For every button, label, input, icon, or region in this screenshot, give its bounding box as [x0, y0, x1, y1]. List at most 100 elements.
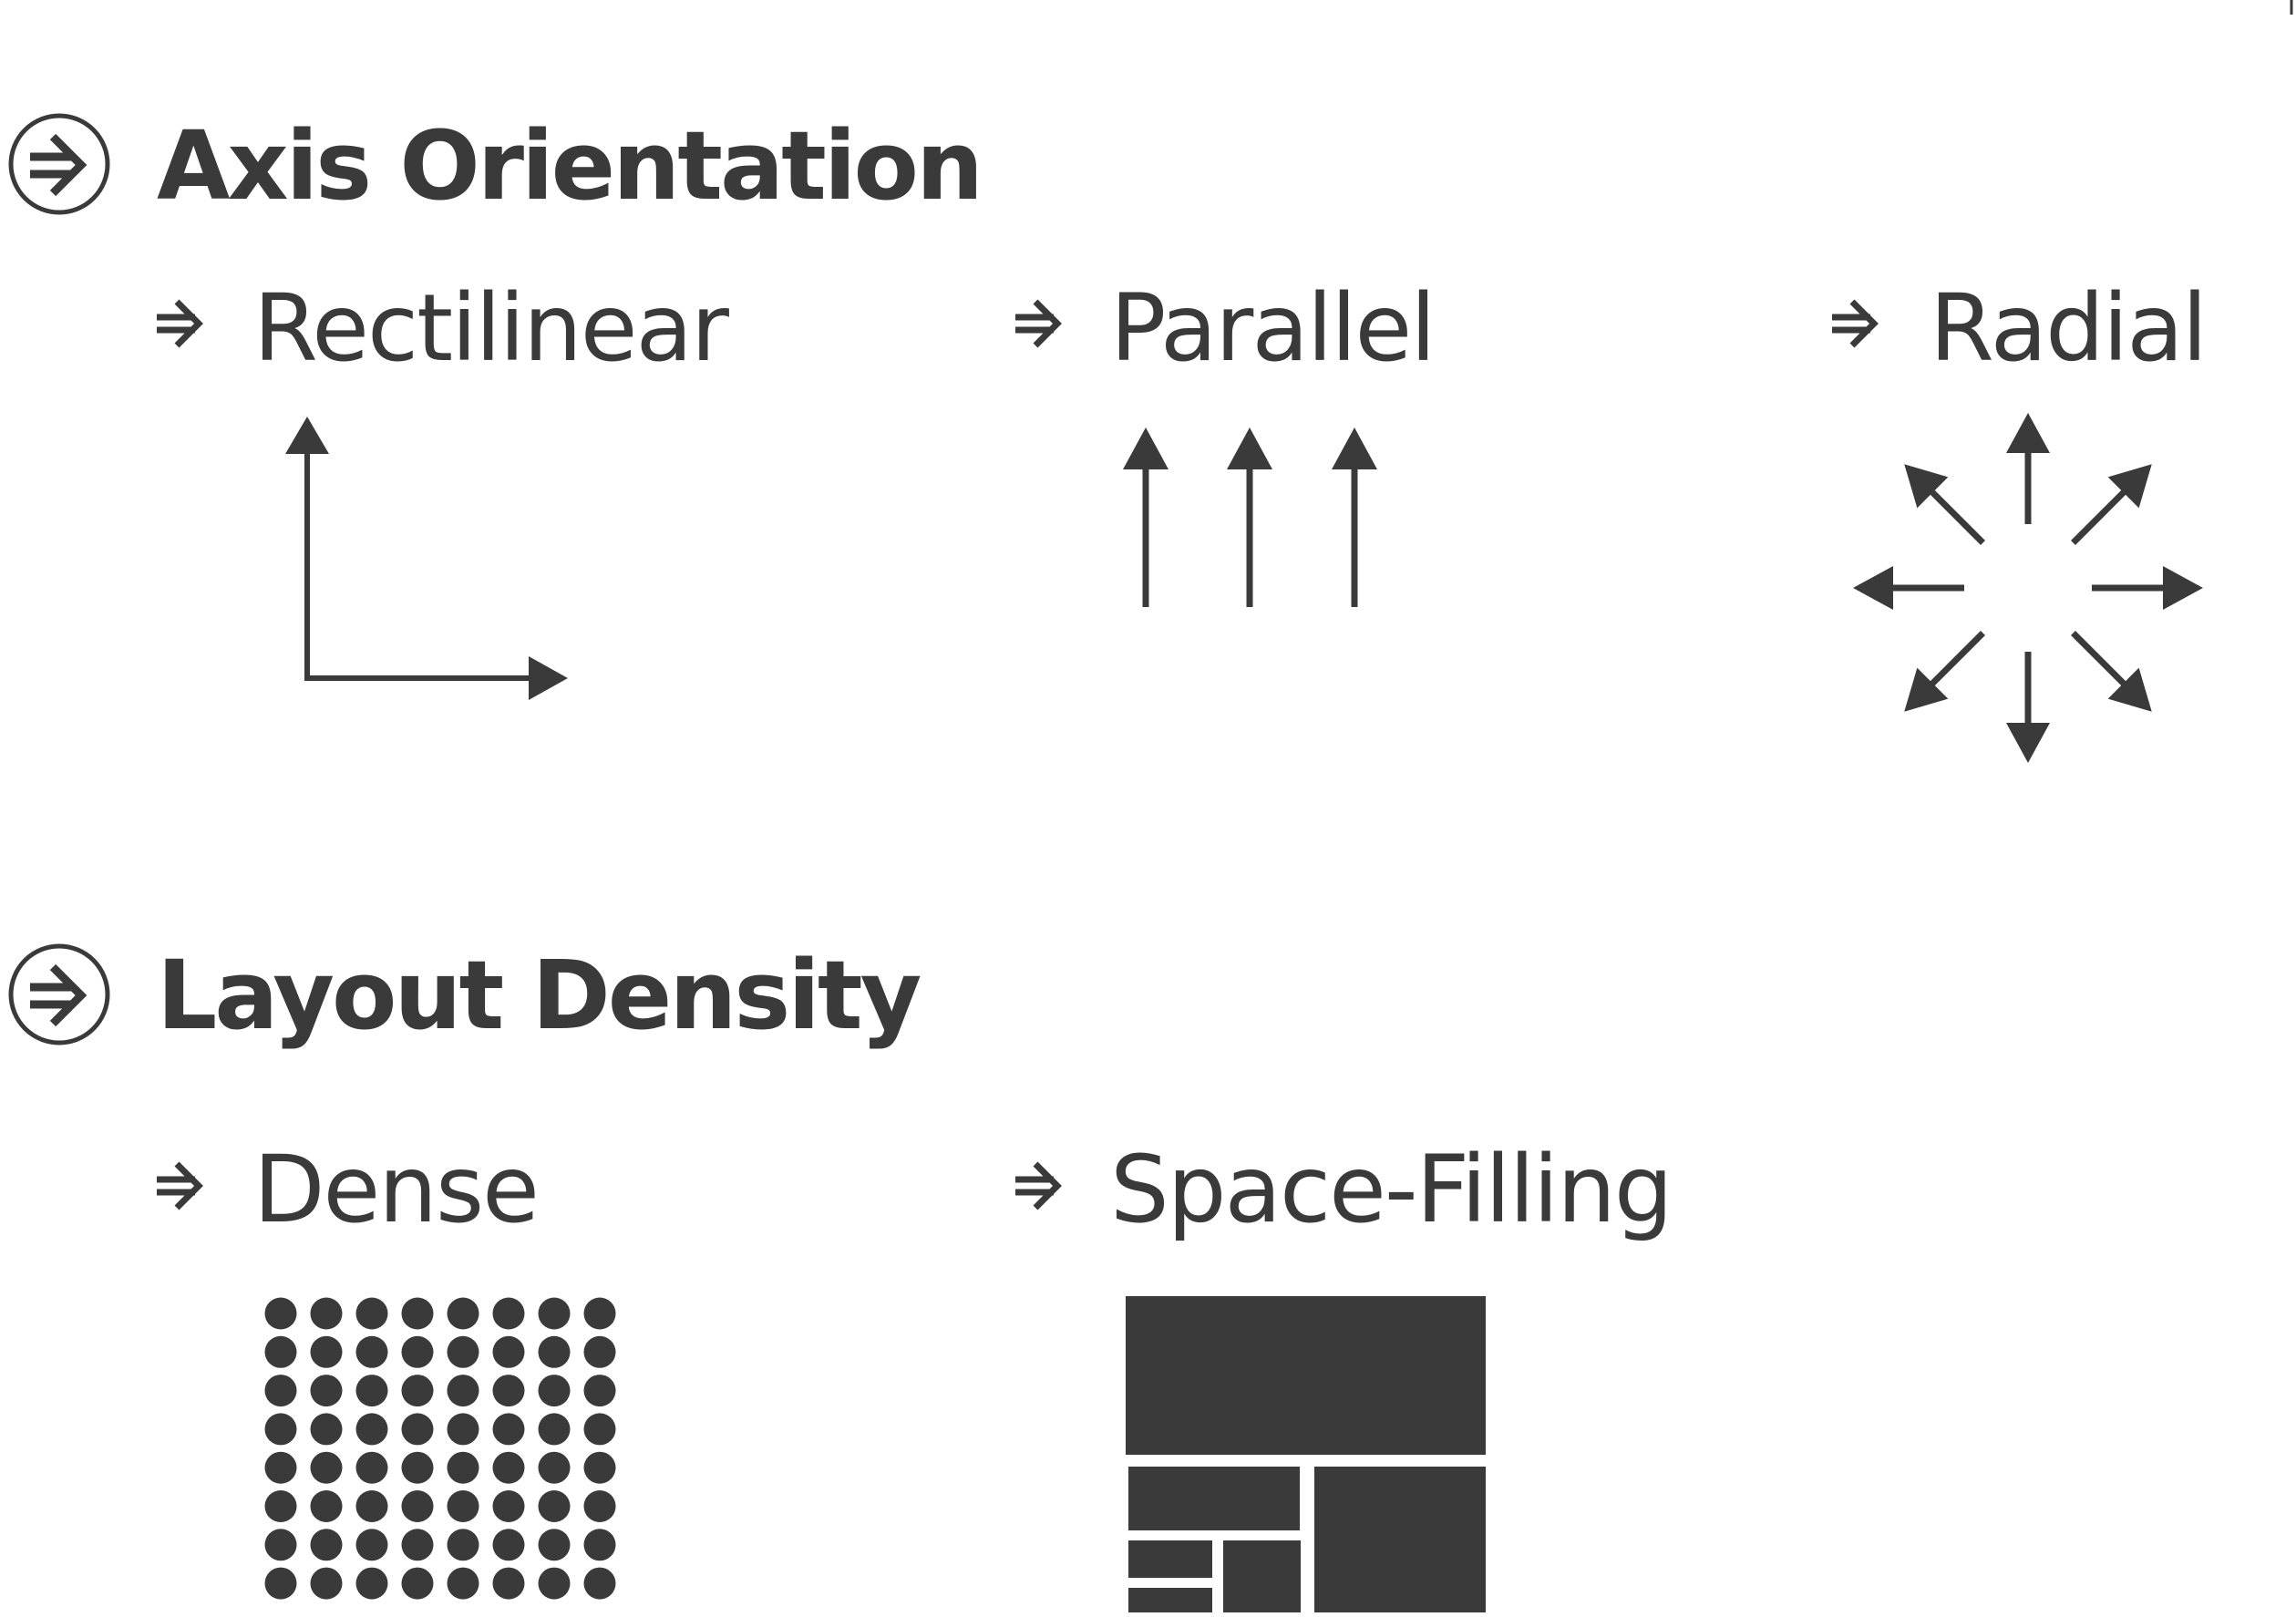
dense-dot [538, 1567, 571, 1600]
dense-dot [401, 1451, 434, 1484]
item-label-space-filling: Space-Filling [1110, 1136, 1673, 1244]
radial-axis-line [1929, 489, 1985, 545]
radial-axis-line [2071, 631, 2127, 687]
dense-dot [447, 1451, 479, 1484]
circled-arrow-icon [8, 113, 110, 215]
circled-arrow-icon [8, 943, 110, 1045]
dense-dot [264, 1413, 297, 1446]
item-label-dense: Dense [253, 1136, 540, 1244]
section-title-layout-density: Layout Density [157, 940, 921, 1051]
dense-dot [538, 1413, 571, 1446]
dense-dot [583, 1567, 616, 1600]
radial-axis-arrowhead [2006, 413, 2050, 453]
dense-dot [355, 1375, 388, 1407]
dense-dot [355, 1490, 388, 1522]
dot-grid-icon [264, 1297, 616, 1600]
treemap-cell [1128, 1588, 1212, 1612]
dense-dot [264, 1490, 297, 1522]
dense-dot [538, 1451, 571, 1484]
dense-dot [492, 1451, 525, 1484]
dense-dot [264, 1451, 297, 1484]
dense-dot [310, 1529, 343, 1561]
dense-dot [583, 1375, 616, 1407]
dense-dot [355, 1335, 388, 1368]
dense-dot [264, 1567, 297, 1600]
dense-dot [538, 1490, 571, 1522]
radial-axis-line [1929, 631, 1985, 687]
treemap-cell [1126, 1296, 1486, 1455]
dense-dot [264, 1335, 297, 1368]
dense-dot [447, 1490, 479, 1522]
dense-dot [492, 1490, 525, 1522]
dense-dot [492, 1375, 525, 1407]
arrow-right-icon [1015, 1161, 1062, 1210]
dense-dot [355, 1529, 388, 1561]
item-label-rectilinear: Rectilinear [253, 274, 729, 383]
dense-dot [264, 1529, 297, 1561]
dense-dot [492, 1529, 525, 1561]
dense-dot [401, 1567, 434, 1600]
dense-dot [583, 1297, 616, 1330]
dense-dot [310, 1490, 343, 1522]
dense-dot [401, 1375, 434, 1407]
dense-dot [310, 1413, 343, 1446]
dense-dot [538, 1335, 571, 1368]
dense-dot [447, 1567, 479, 1600]
dense-dot [492, 1335, 525, 1368]
dense-dot [447, 1375, 479, 1407]
dense-dot [538, 1529, 571, 1561]
treemap-icon [1126, 1296, 1486, 1612]
radial-axis-arrowhead [1904, 464, 1949, 509]
dense-dot [310, 1567, 343, 1600]
dense-dot [401, 1335, 434, 1368]
perpendicular-axes-icon [285, 417, 568, 700]
treemap-cell [1128, 1467, 1300, 1530]
radial-axis-arrowhead [2006, 723, 2050, 763]
dense-dot [401, 1529, 434, 1561]
arrow-right-icon [1832, 299, 1879, 348]
item-label-radial: Radial [1930, 274, 2208, 383]
dense-dot [355, 1413, 388, 1446]
parallel-axes-icon [1123, 427, 1377, 607]
dense-dot [310, 1375, 343, 1407]
dense-dot [355, 1451, 388, 1484]
treemap-cell [1128, 1540, 1212, 1578]
treemap-cell [1223, 1540, 1301, 1612]
radial-axis-arrowhead [2163, 566, 2203, 610]
dense-dot [401, 1297, 434, 1330]
radial-axis-arrowhead [2107, 667, 2152, 712]
treemap-cell [1314, 1467, 1486, 1612]
radial-axis-line [2071, 489, 2127, 545]
arrow-right-icon [1015, 299, 1062, 348]
dense-dot [401, 1413, 434, 1446]
dense-dot [492, 1413, 525, 1446]
dense-dot [310, 1451, 343, 1484]
dense-dot [492, 1297, 525, 1330]
arrow-right-icon [157, 299, 203, 348]
radial-axis-arrowhead [1904, 667, 1949, 712]
radial-axes-icon [1853, 413, 2203, 763]
dense-dot [355, 1567, 388, 1600]
arrow-right-icon [157, 1161, 203, 1210]
dense-dot [264, 1297, 297, 1330]
dense-dot [583, 1490, 616, 1522]
dense-dot [447, 1297, 479, 1330]
radial-axis-arrowhead [2107, 464, 2152, 509]
radial-axis-arrowhead [1853, 566, 1893, 610]
dense-dot [492, 1567, 525, 1600]
dense-dot [310, 1335, 343, 1368]
dense-dot [447, 1529, 479, 1561]
dense-dot [310, 1297, 343, 1330]
item-label-parallel: Parallel [1110, 274, 1436, 383]
dense-dot [583, 1451, 616, 1484]
dense-dot [355, 1297, 388, 1330]
dense-dot [264, 1375, 297, 1407]
dense-dot [447, 1413, 479, 1446]
dense-dot [401, 1490, 434, 1522]
section-title-axis-orientation: Axis Orientation [157, 110, 983, 221]
dense-dot [447, 1335, 479, 1368]
dense-dot [538, 1375, 571, 1407]
dense-dot [538, 1297, 571, 1330]
dense-dot [583, 1529, 616, 1561]
